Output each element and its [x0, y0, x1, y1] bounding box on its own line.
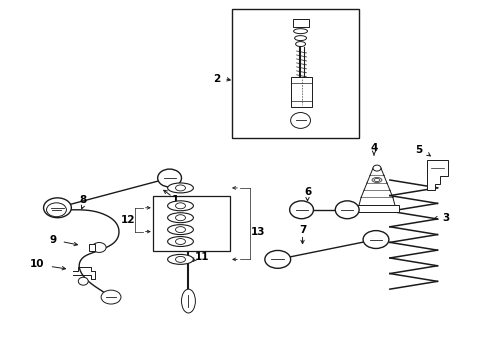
Ellipse shape: [168, 255, 194, 264]
Ellipse shape: [78, 277, 88, 285]
Polygon shape: [427, 160, 448, 190]
Bar: [183, 212, 194, 218]
Ellipse shape: [175, 239, 185, 244]
Ellipse shape: [175, 215, 185, 221]
Ellipse shape: [335, 201, 359, 219]
Ellipse shape: [168, 225, 194, 235]
Bar: [232, 9, 359, 138]
Ellipse shape: [168, 213, 194, 223]
Text: 10: 10: [29, 259, 44, 269]
Ellipse shape: [47, 203, 66, 217]
Ellipse shape: [168, 237, 194, 247]
Ellipse shape: [175, 185, 185, 191]
Text: 7: 7: [299, 225, 306, 235]
Ellipse shape: [363, 231, 389, 248]
Text: 8: 8: [80, 195, 87, 205]
Ellipse shape: [290, 201, 314, 219]
Ellipse shape: [175, 203, 185, 209]
Ellipse shape: [295, 41, 306, 46]
Text: 1: 1: [172, 195, 179, 205]
Ellipse shape: [168, 201, 194, 211]
Ellipse shape: [175, 227, 185, 233]
Text: 9: 9: [50, 234, 57, 244]
Ellipse shape: [372, 177, 382, 183]
Ellipse shape: [158, 169, 181, 187]
Ellipse shape: [294, 29, 308, 33]
Bar: [291, 77, 313, 107]
Bar: [89, 243, 95, 251]
Ellipse shape: [181, 289, 196, 313]
Text: 5: 5: [415, 145, 422, 155]
Text: 3: 3: [443, 213, 450, 223]
Ellipse shape: [374, 179, 380, 181]
Ellipse shape: [44, 198, 72, 218]
Text: 4: 4: [370, 143, 378, 153]
Ellipse shape: [101, 290, 121, 304]
Ellipse shape: [92, 243, 106, 252]
Text: 12: 12: [121, 215, 135, 225]
Bar: [153, 196, 230, 251]
Ellipse shape: [373, 165, 381, 171]
Bar: [355, 205, 399, 212]
Ellipse shape: [265, 251, 291, 268]
Text: 6: 6: [304, 187, 311, 197]
Text: 11: 11: [195, 252, 210, 262]
Ellipse shape: [294, 36, 307, 41]
Text: 13: 13: [251, 226, 265, 237]
Ellipse shape: [291, 113, 311, 129]
Text: 2: 2: [214, 74, 221, 84]
Bar: [293, 19, 309, 27]
Ellipse shape: [168, 183, 194, 193]
Ellipse shape: [175, 256, 185, 262]
